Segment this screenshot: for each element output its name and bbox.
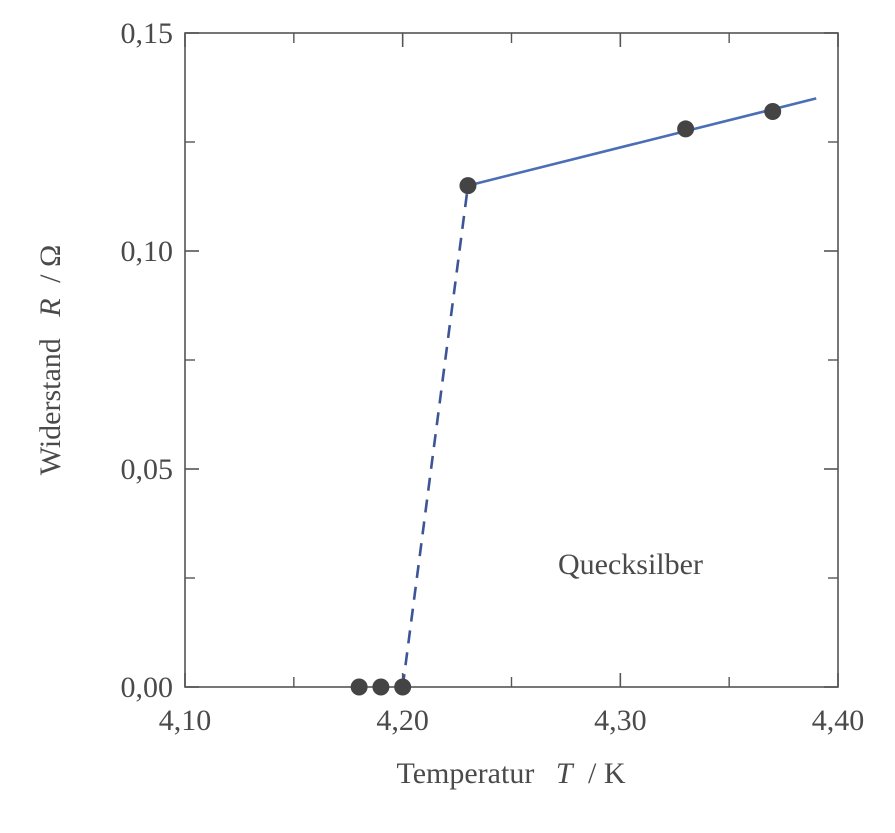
x-axis-label: Temperatur T / K	[396, 757, 625, 790]
x-axis-label-word: Temperatur	[396, 757, 534, 790]
y-tick-label: 0,00	[121, 671, 174, 704]
transition-dashed-line	[401, 185, 470, 688]
series-lines	[401, 97, 817, 688]
x-tick-label: 4,10	[159, 704, 212, 737]
y-tick-label: 0,15	[121, 17, 174, 50]
x-axis-label-symbol: T	[556, 757, 575, 790]
x-tick-label: 4,30	[594, 704, 647, 737]
axis-ticks	[184, 32, 839, 688]
data-points	[350, 102, 782, 696]
data-point	[459, 177, 477, 195]
y-tick-label: 0,05	[121, 453, 174, 486]
data-point	[677, 120, 695, 138]
plot-frame	[184, 32, 839, 688]
annotation-quecksilber: Quecksilber	[558, 548, 703, 581]
data-point	[764, 102, 782, 120]
x-tick-label: 4,20	[376, 704, 429, 737]
y-axis-label-word: Widerstand	[34, 338, 67, 475]
y-axis-label: Widerstand R / Ω	[34, 245, 67, 476]
normal-state-fit-line	[467, 97, 817, 187]
data-point	[350, 678, 368, 696]
data-point	[372, 678, 390, 696]
y-axis-label-symbol: R	[34, 298, 67, 317]
axis-tick-labels: 4,10 4,20 4,30 4,40 0,00 0,05 0,10 0,15	[121, 17, 865, 737]
data-point	[394, 678, 412, 696]
x-axis-label-unit: / K	[588, 757, 626, 790]
y-axis-label-unit: / Ω	[34, 245, 67, 283]
y-tick-label: 0,10	[121, 235, 174, 268]
x-tick-label: 4,40	[812, 704, 865, 737]
